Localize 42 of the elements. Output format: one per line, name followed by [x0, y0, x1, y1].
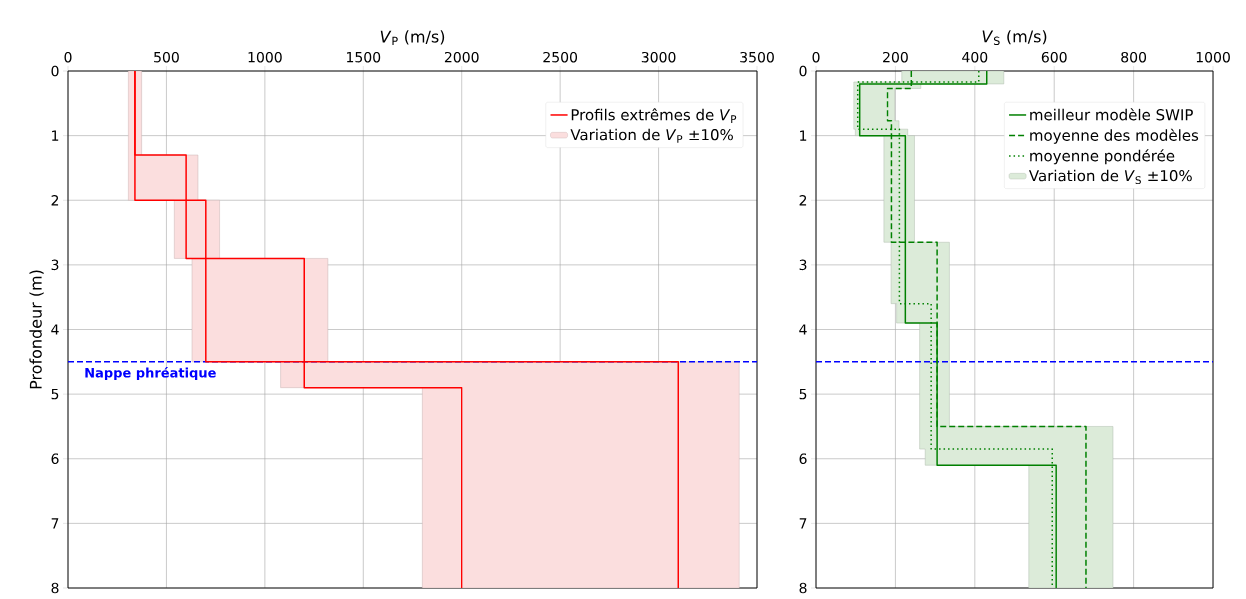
- y-tick-label: 8: [799, 582, 807, 594]
- y-tick-label: 7: [799, 518, 807, 529]
- x-axis-title: V$_{S}$ (m/s): [982, 30, 1047, 46]
- y-tick-label: 1: [800, 130, 807, 141]
- y-tick-label: 6: [799, 453, 807, 465]
- x-tick-label: 0: [64, 51, 72, 63]
- x-tick-label: 1000: [1196, 51, 1230, 63]
- x-tick-label: 0: [812, 51, 820, 63]
- x-tick-label: 600: [1041, 51, 1067, 63]
- y-tick-label: 3: [51, 259, 59, 271]
- legend-label: moyenne des modèles: [1030, 128, 1199, 144]
- x-tick-label: 2000: [444, 51, 479, 63]
- x-tick-label: 800: [1121, 51, 1147, 63]
- y-tick-label: 6: [51, 453, 59, 465]
- y-tick-label: 4: [51, 324, 59, 335]
- x-tick-label: 3500: [740, 51, 774, 63]
- x-tick-label: 1500: [347, 51, 381, 63]
- legend-label: Variation de V$_{S}$ ±10%: [1029, 169, 1192, 185]
- y-tick-label: 5: [799, 388, 807, 400]
- x-tick-label: 200: [883, 51, 908, 63]
- x-tick-label: 3000: [641, 51, 676, 63]
- y-tick-label: 4: [799, 324, 807, 335]
- y-tick-label: 1: [52, 130, 59, 141]
- y-tick-label: 0: [51, 65, 59, 77]
- y-tick-label: 8: [51, 582, 59, 594]
- x-axis-title: V$_{P}$ (m/s): [380, 30, 445, 46]
- y-axis-title: Profondeur (m): [29, 270, 44, 389]
- legend-label: Variation de V$_{P}$ ±10%: [570, 128, 733, 143]
- legend-label: Profils extrêmes de V$_{P}$: [571, 108, 737, 123]
- legend-label: meilleur modèle SWIP: [1030, 108, 1193, 121]
- y-tick-label: 0: [799, 65, 807, 77]
- y-tick-label: 2: [51, 195, 59, 206]
- y-tick-label: 7: [51, 518, 59, 529]
- legend-label: moyenne pondérée: [1030, 149, 1175, 165]
- x-tick-label: 2500: [543, 51, 578, 63]
- x-tick-label: 1000: [248, 51, 282, 63]
- x-tick-label: 400: [962, 51, 988, 63]
- y-tick-label: 3: [799, 259, 807, 271]
- y-tick-label: 2: [799, 195, 807, 206]
- x-tick-label: 500: [154, 51, 179, 63]
- y-tick-label: 5: [51, 388, 59, 400]
- ref-line-label: Nappe phréatique: [85, 367, 216, 381]
